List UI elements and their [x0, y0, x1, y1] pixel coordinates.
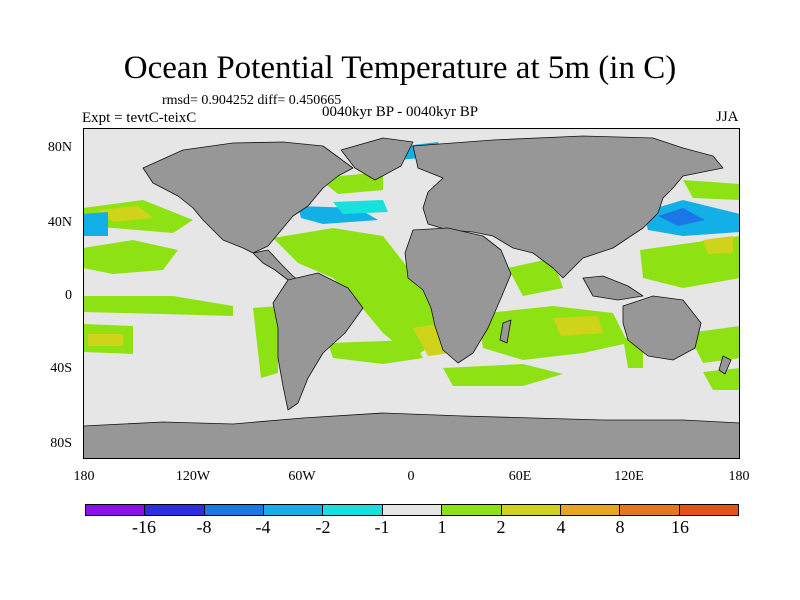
lon-label: 60W	[288, 469, 316, 484]
colorbar-label: -8	[196, 517, 212, 537]
period-label: 0040kyr BP - 0040kyr BP	[322, 104, 479, 120]
lon-label: 60E	[508, 469, 532, 484]
madagascar-land	[499, 319, 512, 344]
patch-npac-west2-green	[683, 180, 740, 200]
patch-south-atlantic-green	[328, 340, 423, 364]
world-map	[83, 128, 740, 459]
africa-land	[404, 227, 512, 364]
patch-north-pacific-yellow	[98, 206, 153, 222]
colorbar-label: 16	[671, 517, 689, 537]
patch-tropical-atlantic-green	[273, 228, 443, 358]
lat-label: 80N	[47, 140, 72, 155]
patch-npac-east-green	[83, 240, 178, 274]
patch-indian-yellow	[553, 316, 603, 336]
patch-chile-green	[253, 306, 278, 378]
lat-label: 40S	[50, 361, 72, 376]
patch-southern-indian-green	[443, 364, 563, 386]
land-masses	[83, 135, 740, 459]
colorbar-label: -16	[132, 517, 156, 537]
map-title: Ocean Potential Temperature at 5m (in C)	[123, 50, 677, 86]
colorbar	[85, 504, 739, 516]
antarctica-land	[83, 412, 740, 459]
colorbar-swatch	[382, 505, 443, 515]
patch-tasman-green	[703, 368, 740, 390]
patch-gulf-stream-turquoise	[333, 200, 388, 214]
se-asia-islands-land	[582, 275, 644, 301]
season-label: JJA	[716, 109, 739, 125]
patch-npac-east-cyan	[83, 212, 108, 236]
experiment-label: Expt = tevtC-teixC	[82, 110, 197, 126]
lat-label: 40N	[47, 215, 72, 230]
patch-npac-west-yellow	[703, 236, 733, 254]
colorbar-swatch	[204, 505, 265, 515]
colorbar-label: -4	[255, 517, 271, 537]
patch-arabian-sea-green	[508, 258, 563, 296]
europe-asia-land	[412, 135, 724, 279]
patch-eq-pacific-green	[83, 296, 233, 316]
colorbar-label: -2	[315, 517, 331, 537]
colorbar-label: 8	[615, 517, 625, 537]
patch-australia-e-green	[688, 326, 740, 363]
colorbar-label: 4	[556, 517, 566, 537]
colorbar-swatch	[86, 505, 146, 515]
map-frame	[83, 128, 740, 459]
australia-land	[622, 295, 702, 361]
north-america-land	[142, 141, 354, 254]
new-zealand-land	[718, 355, 732, 375]
colorbar-label: 1	[437, 517, 447, 537]
stats-label: rmsd= 0.904252 diff= 0.450665	[162, 93, 342, 108]
lat-label: 0	[65, 288, 72, 303]
colorbar-swatch	[620, 505, 680, 515]
lon-label: 180	[728, 469, 750, 484]
colorbar-swatch	[323, 505, 383, 515]
colorbar-swatch	[145, 505, 205, 515]
lon-label: 180	[73, 469, 95, 484]
colorbar-swatch	[264, 505, 324, 515]
colorbar-swatch	[501, 505, 561, 515]
colorbar-label: -1	[374, 517, 390, 537]
greenland-land	[340, 137, 414, 181]
colorbar-swatch	[679, 505, 738, 515]
colorbar-label: 2	[496, 517, 506, 537]
colorbar-swatch	[560, 505, 621, 515]
south-america-land	[272, 272, 364, 411]
lon-label: 120E	[614, 469, 644, 484]
patch-south-pacific-yellow	[88, 334, 123, 346]
lon-label: 0	[407, 469, 415, 484]
patch-kuroshio-blue	[658, 208, 705, 226]
lat-label: 80S	[50, 436, 72, 451]
lon-label: 120W	[175, 469, 211, 484]
colorbar-swatch	[442, 505, 502, 515]
